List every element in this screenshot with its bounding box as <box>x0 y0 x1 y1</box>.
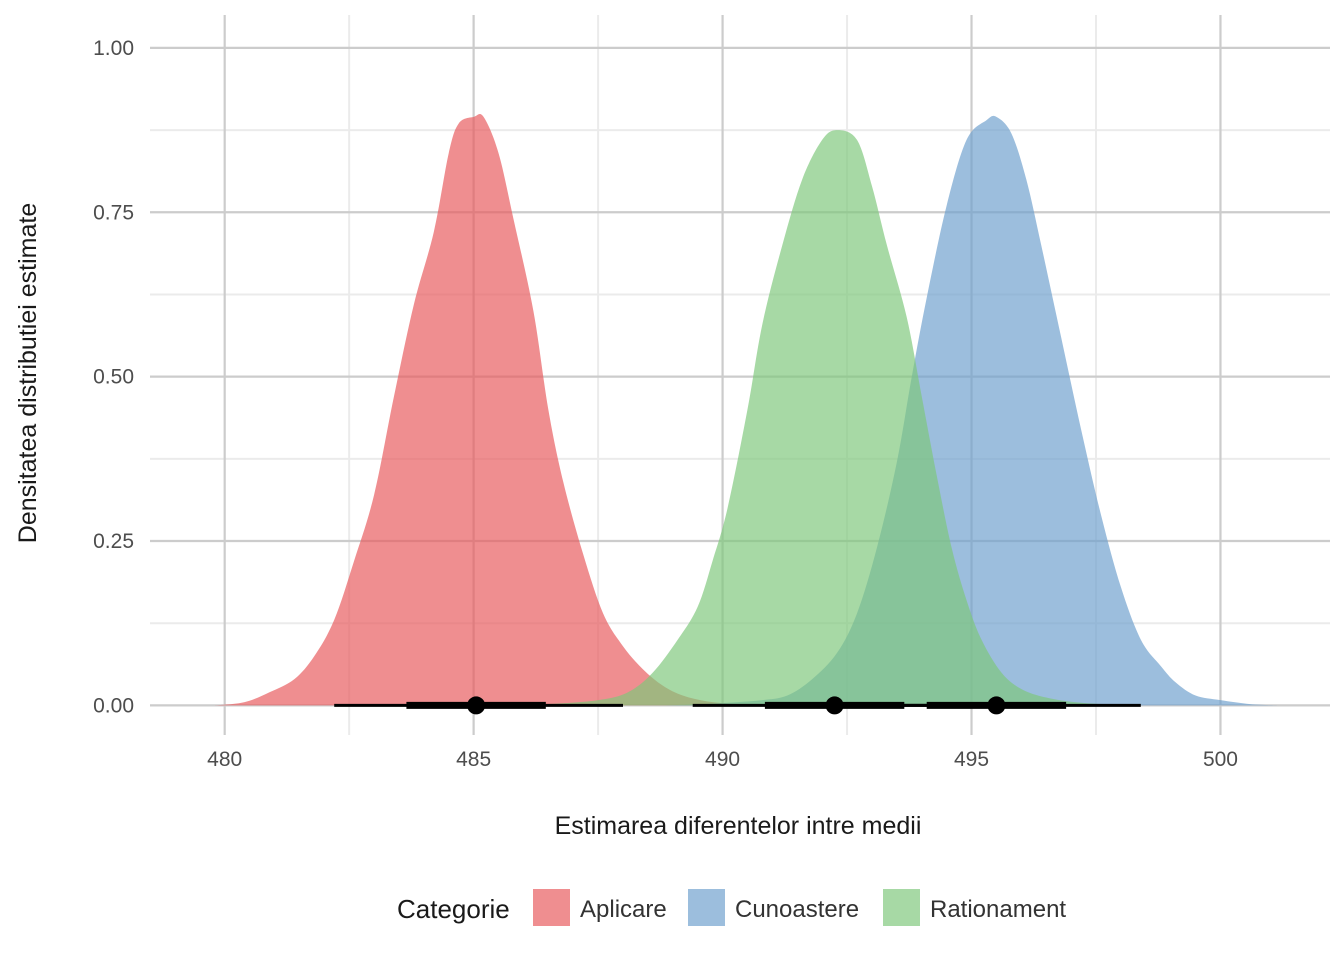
x-tick-label: 490 <box>705 748 740 771</box>
y-tick-label: 0.25 <box>93 530 134 553</box>
y-tick-label: 1.00 <box>93 37 134 60</box>
y-tick-labels: 0.00 0.25 0.50 0.75 1.00 <box>93 37 134 718</box>
interval-point-cunoastere <box>987 696 1006 715</box>
legend-title: Categorie <box>397 894 510 924</box>
y-tick-label: 0.75 <box>93 201 134 224</box>
x-tick-label: 500 <box>1203 748 1238 771</box>
x-tick-label: 495 <box>954 748 989 771</box>
legend: Categorie Aplicare Cunoastere Rationamen… <box>397 889 1066 926</box>
legend-label-cunoastere: Cunoastere <box>735 896 859 923</box>
y-axis-title: Densitatea distributiei estimate <box>14 203 42 543</box>
x-axis-title: Estimarea diferentelor intre medii <box>555 812 922 840</box>
x-tick-label: 480 <box>207 748 242 771</box>
x-tick-label: 485 <box>456 748 491 771</box>
density-areas <box>214 113 1281 706</box>
density-area-cunoastere <box>662 115 1281 706</box>
x-tick-labels: 480 485 490 495 500 <box>207 748 1238 771</box>
legend-swatch-rationament <box>883 889 920 926</box>
legend-label-rationament: Rationament <box>930 896 1066 923</box>
legend-label-aplicare: Aplicare <box>580 896 667 923</box>
interval-point-rationament <box>825 696 844 715</box>
y-tick-label: 0.00 <box>93 694 134 717</box>
interval-point-aplicare <box>467 696 486 715</box>
legend-swatch-aplicare <box>533 889 570 926</box>
density-area-rationament <box>498 130 1131 706</box>
point-intervals <box>334 696 1141 715</box>
y-tick-label: 0.50 <box>93 366 134 389</box>
legend-swatch-cunoastere <box>688 889 725 926</box>
density-area-aplicare <box>214 113 773 706</box>
